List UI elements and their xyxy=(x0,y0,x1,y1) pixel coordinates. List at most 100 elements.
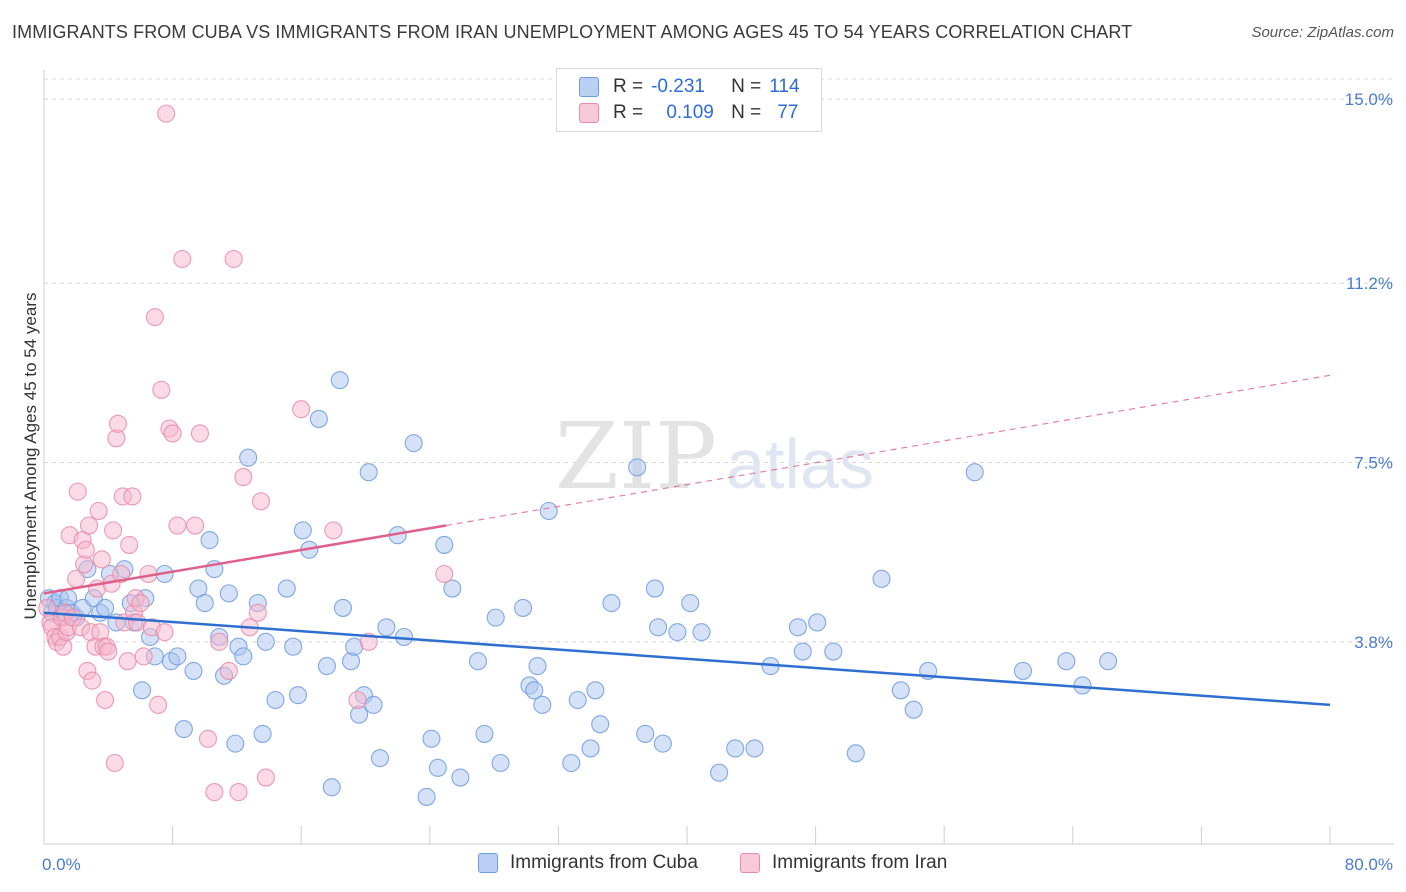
iran-point xyxy=(83,671,102,690)
iran-point xyxy=(104,521,123,540)
iran-point xyxy=(256,768,275,787)
cuba-point xyxy=(451,768,470,787)
cuba-point xyxy=(200,531,219,550)
cuba-legend-swatch xyxy=(478,853,498,873)
cuba-point xyxy=(96,598,115,617)
cuba-point xyxy=(317,657,336,676)
cuba-point xyxy=(872,569,891,588)
iran-r-value: 0.109 xyxy=(666,102,714,123)
cuba-point xyxy=(293,521,312,540)
iran-swatch xyxy=(579,103,599,123)
cuba-point xyxy=(591,715,610,734)
cuba-point xyxy=(586,681,605,700)
iran-legend-swatch xyxy=(740,853,760,873)
cuba-point xyxy=(710,763,729,782)
iran-point xyxy=(120,535,139,554)
iran-point xyxy=(219,661,238,680)
iran-point xyxy=(92,550,111,569)
iran-point xyxy=(248,603,267,622)
iran-point xyxy=(99,642,118,661)
cuba-point xyxy=(562,753,581,773)
cuba-point xyxy=(266,690,285,710)
cuba-point xyxy=(333,598,353,617)
cuba-point xyxy=(653,734,672,753)
iran-point xyxy=(173,249,192,269)
cuba-point xyxy=(533,695,552,714)
cuba-point xyxy=(681,594,700,613)
cuba-point xyxy=(602,594,621,613)
cuba-point xyxy=(636,724,655,743)
iran-point xyxy=(89,501,108,521)
cuba-point xyxy=(256,632,275,651)
cuba-point xyxy=(824,642,843,661)
iran-point xyxy=(359,632,378,651)
iran-point xyxy=(229,783,248,802)
cuba-legend-label: Immigrants from Cuba xyxy=(510,852,698,873)
cuba-point xyxy=(309,409,328,428)
cuba-point xyxy=(370,749,390,768)
iran-point xyxy=(96,690,115,710)
iran-point xyxy=(186,516,205,535)
cuba-point xyxy=(239,448,258,467)
iran-point xyxy=(435,564,454,584)
iran-point xyxy=(157,104,176,123)
iran-point xyxy=(163,424,182,443)
cuba-point xyxy=(539,501,558,521)
cuba-point xyxy=(422,729,441,748)
trend-layer xyxy=(43,374,1331,707)
iran-r-label: R = xyxy=(613,102,644,123)
cuba-point xyxy=(234,647,253,666)
cuba-point xyxy=(1057,652,1076,671)
iran-point xyxy=(79,516,99,535)
cuba-point xyxy=(692,623,711,642)
iran-point xyxy=(234,468,253,487)
cuba-n-label: N = xyxy=(731,76,762,97)
cuba-point xyxy=(891,681,910,700)
cuba-point xyxy=(277,579,296,598)
cuba-point xyxy=(581,739,600,758)
y-tick-label: 11.2% xyxy=(1346,274,1393,293)
cuba-n-value: 114 xyxy=(769,76,800,97)
cuba-point xyxy=(404,434,423,453)
cuba-point xyxy=(486,608,505,627)
y-tick-label: 15.0% xyxy=(1345,90,1393,109)
iran-point xyxy=(134,647,153,666)
iran-point xyxy=(198,729,218,748)
cuba-point xyxy=(330,371,349,390)
iran-point xyxy=(68,482,87,501)
legend-row-iran: R = 0.109 N = 77 xyxy=(579,100,798,126)
cuba-point xyxy=(226,734,245,753)
cuba-point xyxy=(528,657,547,676)
cuba-point xyxy=(726,739,745,758)
iran-point xyxy=(123,487,142,506)
cuba-point xyxy=(253,724,272,743)
legend-item-cuba[interactable]: Immigrants from Cuba xyxy=(478,852,698,874)
cuba-point xyxy=(491,753,510,773)
iran-n-value: 77 xyxy=(777,102,799,123)
source-credit: Source: ZipAtlas.com xyxy=(1251,24,1394,41)
cuba-point xyxy=(568,690,587,710)
x-tick-label-min: 0.0% xyxy=(42,855,81,874)
cuba-point xyxy=(668,623,687,642)
iran-point xyxy=(76,540,95,559)
x-tick-label-max: 80.0% xyxy=(1345,855,1393,874)
cuba-point xyxy=(417,787,436,806)
cuba-point xyxy=(846,744,865,763)
iran-legend-label: Immigrants from Iran xyxy=(772,852,948,873)
iran-point xyxy=(190,424,209,443)
cuba-point xyxy=(435,535,454,554)
iran-point xyxy=(112,564,131,584)
iran-point xyxy=(145,308,164,327)
axis-layer xyxy=(43,70,1394,845)
iran-point xyxy=(348,690,367,710)
cuba-point xyxy=(745,739,764,758)
chart-title: IMMIGRANTS FROM CUBA VS IMMIGRANTS FROM … xyxy=(12,22,1133,42)
iran-point xyxy=(105,753,124,773)
cuba-point xyxy=(428,758,447,777)
iran-point xyxy=(149,695,168,714)
legend-item-iran[interactable]: Immigrants from Iran xyxy=(740,852,947,874)
cuba-point xyxy=(965,463,984,482)
cuba-point xyxy=(359,463,378,482)
cuba-point xyxy=(513,598,533,617)
